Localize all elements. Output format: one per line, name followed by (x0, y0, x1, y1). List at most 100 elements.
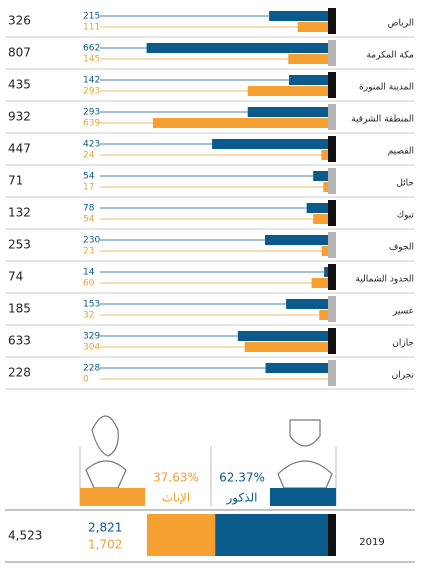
bar (146, 43, 328, 53)
region-name: الجوف (389, 243, 414, 253)
bar (265, 363, 328, 373)
bar (288, 54, 328, 64)
bar (237, 331, 328, 341)
strip (328, 8, 336, 34)
bar (324, 267, 328, 277)
bar (152, 118, 328, 128)
bar (264, 235, 328, 245)
value-label: 54 (83, 215, 95, 225)
bar (297, 22, 328, 32)
region-total: 74 (8, 270, 23, 284)
region-name: حائل (396, 179, 414, 189)
value-label: 78 (83, 204, 95, 214)
strip (328, 104, 336, 130)
female-box (80, 488, 145, 506)
strip (328, 232, 336, 258)
value-label: 215 (83, 12, 100, 22)
bar (306, 203, 328, 213)
bar (323, 182, 328, 192)
bar (269, 11, 328, 21)
male-label: الذكور (226, 491, 258, 506)
value-label: 423 (83, 140, 100, 150)
value-label: 0 (83, 375, 89, 385)
value-label: 145 (83, 55, 100, 65)
strip (328, 136, 336, 162)
strip (328, 514, 336, 556)
strip (328, 72, 336, 98)
region-total: 326 (8, 14, 31, 28)
bar (321, 246, 328, 256)
female-total: 1,702 (88, 538, 122, 552)
value-label: 662 (83, 44, 100, 54)
female-label: الإناث (162, 491, 190, 505)
man-head (289, 419, 321, 447)
illustrations (85, 415, 333, 489)
value-label: 24 (83, 151, 95, 161)
region-name: مكة المكرمة (366, 51, 414, 61)
strip (328, 296, 336, 322)
value-label: 293 (83, 87, 100, 97)
region-name: جازان (392, 339, 414, 349)
strip (328, 264, 336, 290)
bar (212, 139, 328, 149)
region-name: الحدود الشمالية (356, 275, 415, 285)
strip (328, 328, 336, 354)
woman-body (85, 460, 127, 489)
strip (328, 168, 336, 194)
region-total: 253 (8, 238, 31, 252)
value-label: 228 (83, 364, 100, 374)
value-label: 304 (83, 343, 100, 353)
region-total: 71 (8, 174, 23, 188)
value-label: 111 (83, 23, 100, 33)
strip (328, 200, 336, 226)
region-total: 228 (8, 366, 31, 380)
value-label: 639 (83, 119, 100, 129)
value-label: 142 (83, 76, 100, 86)
region-name: نجران (392, 371, 414, 381)
region-total: 932 (8, 110, 31, 124)
region-total: 807 (8, 46, 31, 60)
value-label: 32 (83, 311, 94, 321)
value-label: 23 (83, 247, 94, 257)
region-name: المدينة المنورة (359, 83, 414, 93)
region-total: 633 (8, 334, 31, 348)
bar (319, 310, 328, 320)
male-percent: 62.37% (219, 471, 265, 485)
bar (286, 299, 328, 309)
value-label: 54 (83, 172, 95, 182)
bar (313, 171, 328, 181)
bar (313, 214, 328, 224)
bar (311, 278, 328, 288)
male-total-bar (215, 514, 328, 556)
value-label: 329 (83, 332, 100, 342)
woman-head (91, 415, 119, 457)
value-label: 14 (83, 268, 95, 278)
man-body (277, 460, 333, 489)
bar (244, 342, 328, 352)
female-percent: 37.63% (153, 471, 199, 485)
region-name: المنطقة الشرقية (351, 115, 414, 125)
female-total-bar (147, 514, 216, 556)
year: 2019 (359, 537, 384, 548)
region-name: تبوك (397, 211, 415, 221)
grand-total: 4,523 (8, 529, 42, 543)
strip (328, 360, 336, 386)
strip (328, 40, 336, 66)
region-total: 435 (8, 78, 31, 92)
male-total: 2,821 (88, 521, 122, 535)
region-name: الرياض (388, 19, 414, 29)
region-name: عسير (392, 307, 414, 317)
value-label: 17 (83, 183, 94, 193)
region-total: 132 (8, 206, 31, 220)
region-total: 447 (8, 142, 31, 156)
male-box (270, 488, 336, 506)
value-label: 230 (83, 236, 100, 246)
bar (321, 150, 328, 160)
value-label: 153 (83, 300, 100, 310)
bar (247, 86, 328, 96)
value-label: 293 (83, 108, 100, 118)
region-name: القصيم (388, 147, 414, 157)
bar (247, 107, 328, 117)
bar (289, 75, 328, 85)
